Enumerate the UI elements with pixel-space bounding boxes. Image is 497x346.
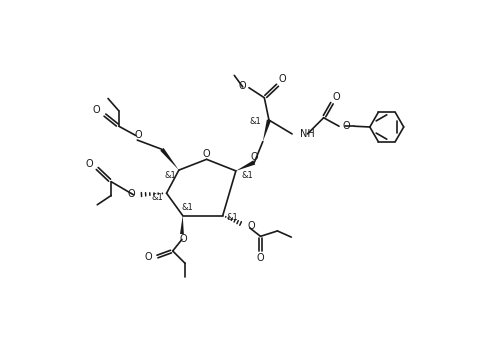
Text: O: O xyxy=(134,130,142,140)
Text: O: O xyxy=(248,221,255,231)
Text: O: O xyxy=(332,92,340,102)
Text: O: O xyxy=(278,74,286,84)
Text: O: O xyxy=(127,189,135,199)
Text: O: O xyxy=(144,252,152,262)
Text: &1: &1 xyxy=(152,193,164,202)
Text: O: O xyxy=(85,159,92,169)
Polygon shape xyxy=(160,148,179,170)
Text: O: O xyxy=(342,121,350,131)
Text: &1: &1 xyxy=(249,117,261,126)
Text: O: O xyxy=(238,81,246,91)
Polygon shape xyxy=(236,160,255,171)
Text: &1: &1 xyxy=(182,203,194,212)
Text: O: O xyxy=(93,105,100,115)
Polygon shape xyxy=(180,216,184,234)
Text: &1: &1 xyxy=(164,171,176,180)
Text: O: O xyxy=(256,253,264,263)
Text: O: O xyxy=(250,152,258,162)
Text: O: O xyxy=(180,234,187,244)
Text: O: O xyxy=(203,149,210,159)
Text: NH: NH xyxy=(300,129,315,139)
Polygon shape xyxy=(263,119,271,142)
Text: &1: &1 xyxy=(227,213,239,222)
Text: &1: &1 xyxy=(241,171,253,180)
